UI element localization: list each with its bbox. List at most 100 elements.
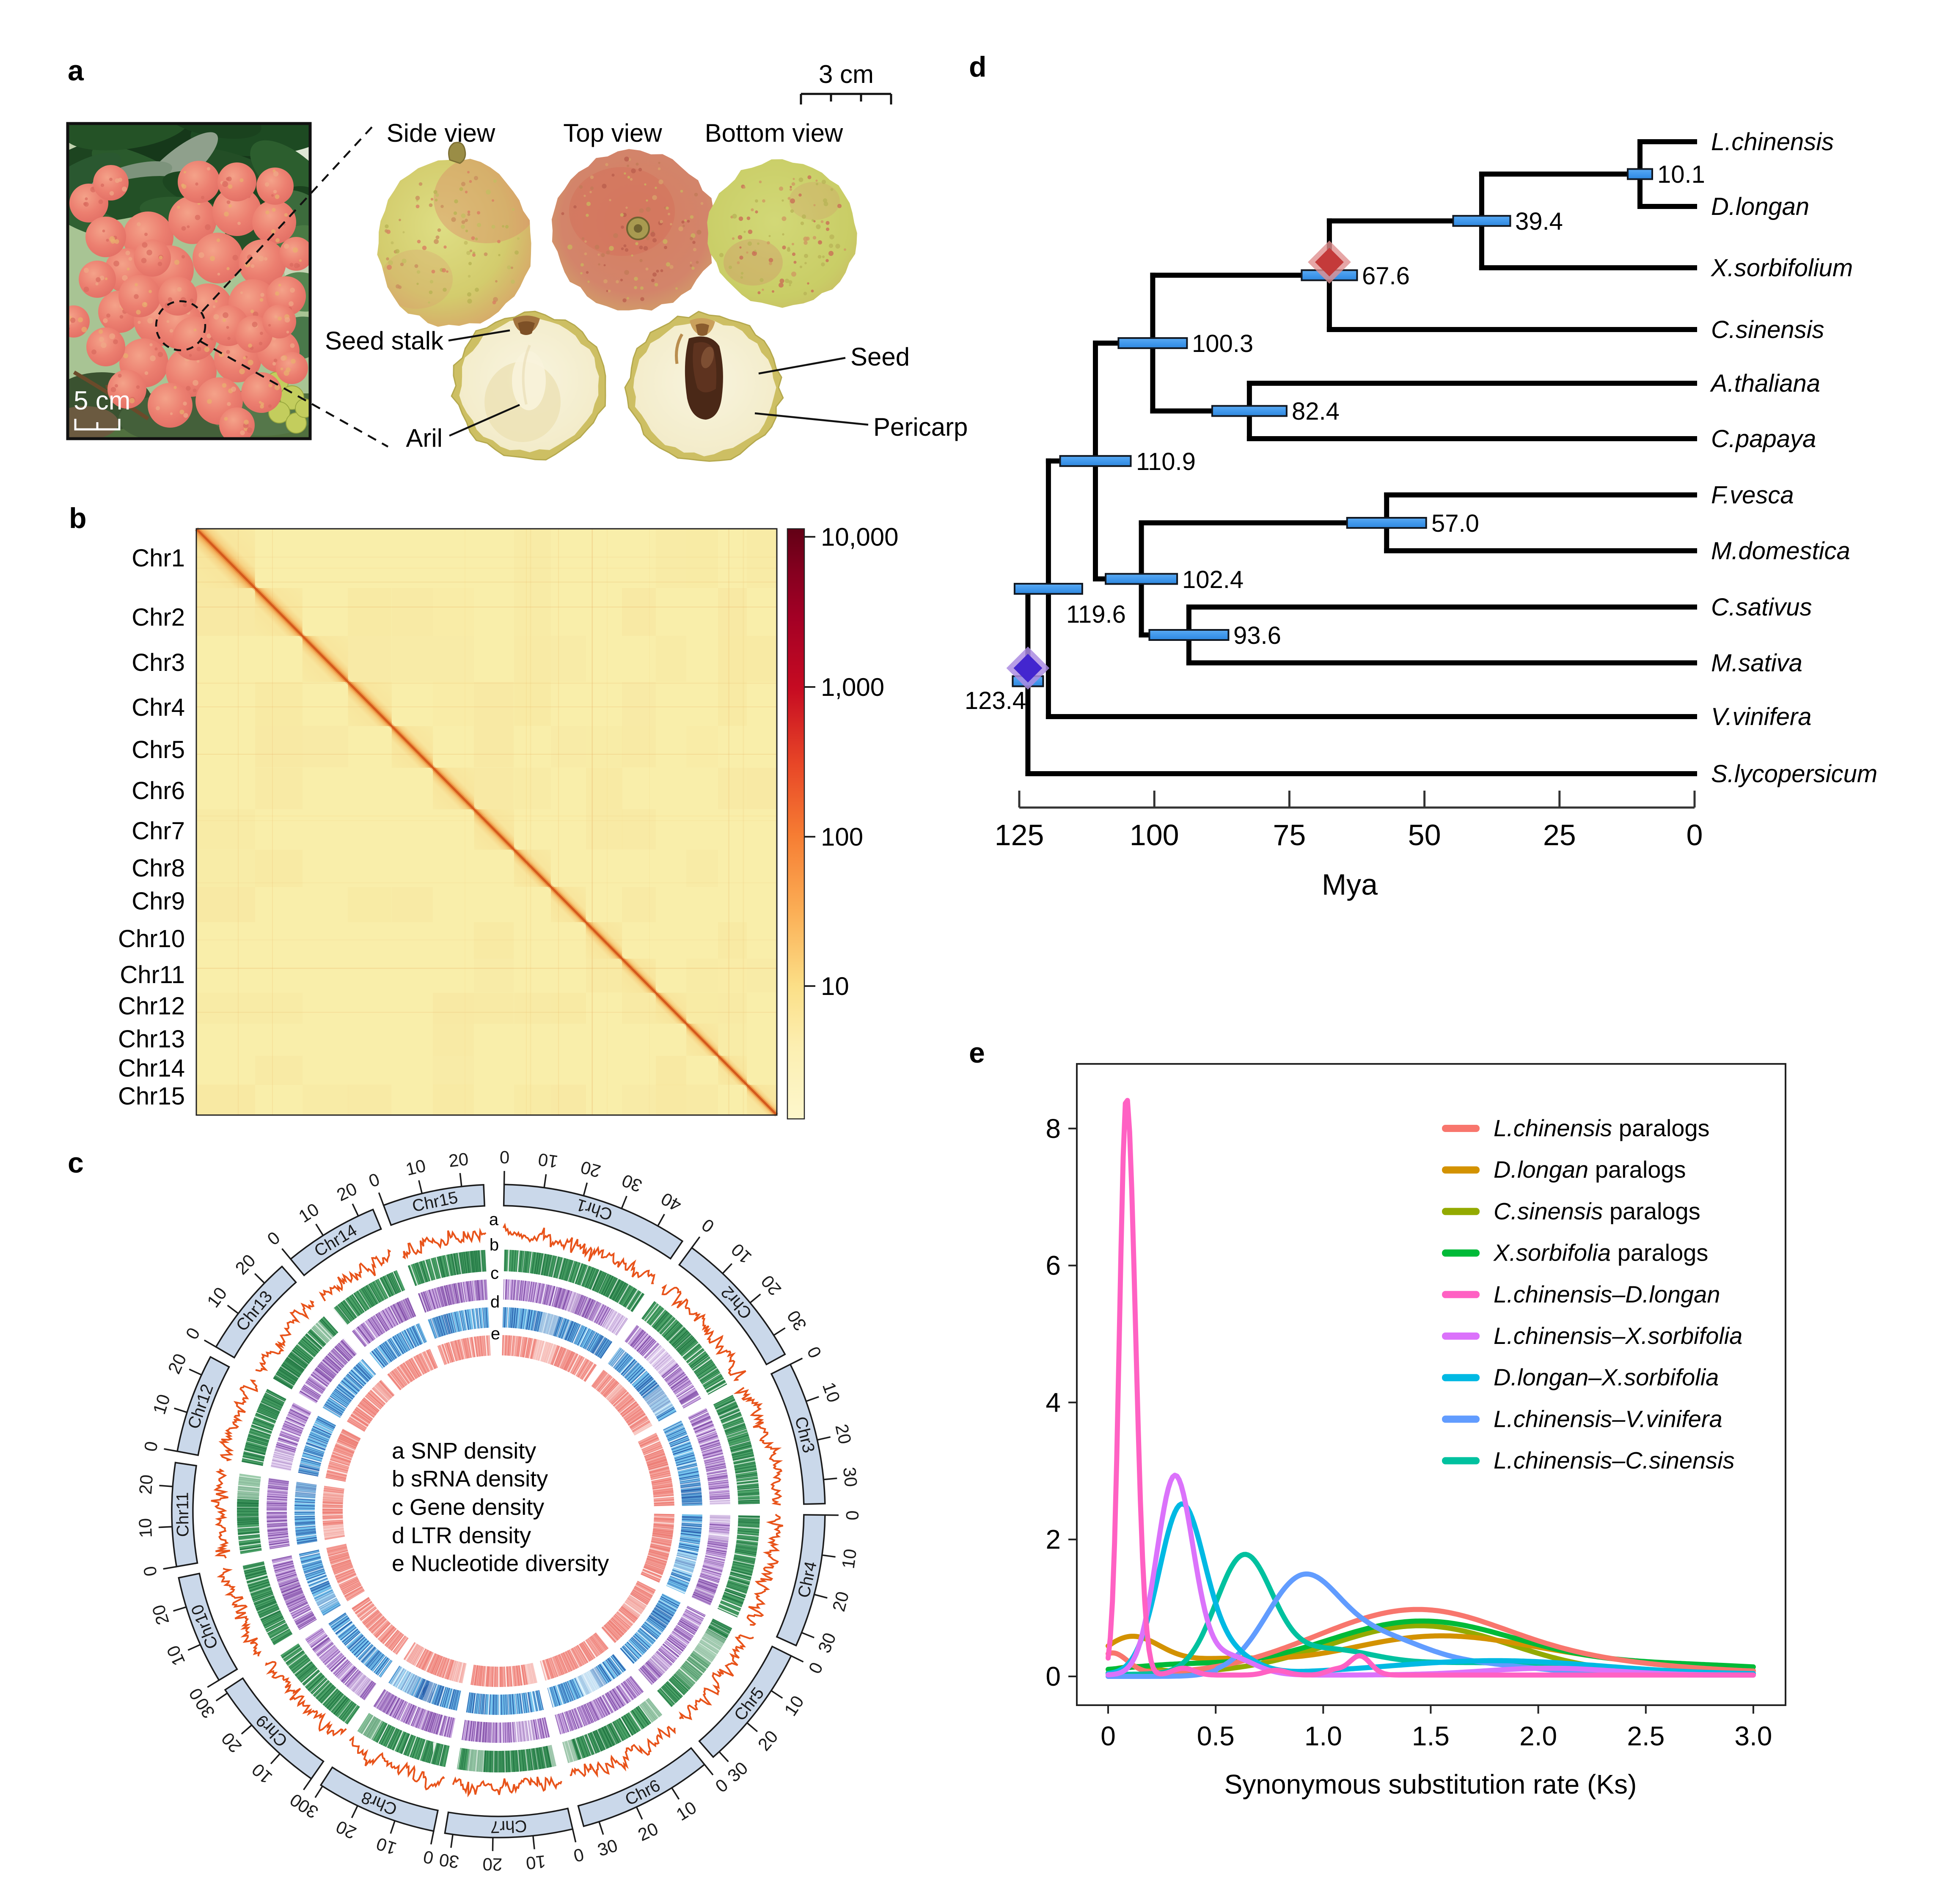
svg-text:1.5: 1.5 — [1412, 1721, 1450, 1751]
svg-text:L.chinensis–D.longan: L.chinensis–D.longan — [1494, 1281, 1720, 1308]
svg-text:Chr5: Chr5 — [132, 736, 185, 764]
svg-text:4: 4 — [1046, 1387, 1061, 1418]
svg-text:0: 0 — [1046, 1661, 1061, 1692]
svg-text:C.sativus: C.sativus — [1711, 593, 1812, 621]
svg-text:Seed: Seed — [850, 343, 910, 371]
svg-text:0: 0 — [1101, 1721, 1116, 1751]
svg-text:L.chinensis–C.sinensis: L.chinensis–C.sinensis — [1494, 1447, 1735, 1474]
svg-text:39.4: 39.4 — [1515, 208, 1563, 235]
svg-text:e: e — [969, 1037, 985, 1069]
svg-text:123.4: 123.4 — [965, 687, 1026, 714]
svg-text:Top view: Top view — [563, 119, 662, 147]
svg-text:5 cm: 5 cm — [74, 386, 130, 415]
svg-text:a: a — [68, 55, 84, 87]
svg-text:d LTR density: d LTR density — [392, 1523, 531, 1548]
svg-text:3.0: 3.0 — [1734, 1721, 1772, 1751]
svg-text:Chr11: Chr11 — [120, 961, 185, 989]
svg-text:D.longan–X.sorbifolia: D.longan–X.sorbifolia — [1494, 1364, 1719, 1390]
svg-text:67.6: 67.6 — [1362, 262, 1410, 290]
svg-text:50: 50 — [1408, 819, 1441, 852]
svg-text:110.9: 110.9 — [1136, 448, 1196, 475]
svg-text:2.5: 2.5 — [1627, 1721, 1665, 1751]
svg-text:93.6: 93.6 — [1233, 622, 1281, 649]
svg-text:10: 10 — [838, 1548, 860, 1570]
svg-text:0.5: 0.5 — [1197, 1721, 1235, 1751]
svg-text:0: 0 — [842, 1510, 862, 1520]
svg-text:X.sorbifolia paralogs: X.sorbifolia paralogs — [1493, 1239, 1708, 1266]
svg-text:Chr10: Chr10 — [118, 925, 185, 953]
svg-text:e: e — [491, 1324, 500, 1343]
svg-text:L.chinensis–V.vinifera: L.chinensis–V.vinifera — [1494, 1405, 1722, 1432]
svg-text:V.vinifera: V.vinifera — [1711, 703, 1811, 731]
svg-text:M.sativa: M.sativa — [1711, 649, 1802, 677]
svg-text:c Gene density: c Gene density — [392, 1495, 544, 1520]
svg-text:10: 10 — [525, 1852, 547, 1874]
svg-text:Chr15: Chr15 — [118, 1083, 185, 1110]
svg-text:Aril: Aril — [406, 424, 443, 452]
svg-text:D.longan: D.longan — [1711, 193, 1809, 220]
svg-text:Chr6: Chr6 — [132, 777, 185, 805]
svg-text:c: c — [68, 1147, 84, 1179]
svg-text:X.sorbifolium: X.sorbifolium — [1710, 254, 1853, 282]
svg-text:8: 8 — [1046, 1113, 1061, 1144]
svg-text:30: 30 — [839, 1466, 861, 1488]
svg-text:1.0: 1.0 — [1304, 1721, 1342, 1751]
svg-text:0: 0 — [500, 1147, 510, 1167]
svg-text:30: 30 — [438, 1850, 460, 1872]
svg-text:125: 125 — [995, 819, 1044, 852]
svg-text:a: a — [489, 1210, 499, 1229]
svg-text:Chr7: Chr7 — [132, 817, 185, 845]
svg-text:1,000: 1,000 — [821, 673, 884, 701]
svg-text:100.3: 100.3 — [1192, 330, 1253, 357]
svg-text:20: 20 — [831, 1422, 855, 1446]
svg-text:2: 2 — [1046, 1524, 1061, 1555]
svg-text:Chr8: Chr8 — [132, 854, 185, 882]
svg-text:100: 100 — [1130, 819, 1179, 852]
svg-text:b: b — [69, 502, 87, 534]
svg-text:b: b — [490, 1236, 499, 1254]
svg-text:2.0: 2.0 — [1519, 1721, 1557, 1751]
svg-text:L.chinensis paralogs: L.chinensis paralogs — [1494, 1115, 1710, 1141]
svg-text:C.papaya: C.papaya — [1711, 425, 1816, 453]
svg-text:100: 100 — [821, 823, 863, 851]
svg-text:20: 20 — [448, 1149, 470, 1171]
svg-text:L.chinensis: L.chinensis — [1711, 128, 1834, 156]
svg-text:C.sinensis: C.sinensis — [1711, 316, 1824, 343]
svg-text:L.chinensis–X.sorbifolia: L.chinensis–X.sorbifolia — [1494, 1322, 1742, 1349]
svg-text:a SNP density: a SNP density — [392, 1438, 536, 1464]
svg-text:Side view: Side view — [387, 119, 495, 147]
svg-text:75: 75 — [1273, 819, 1306, 852]
svg-text:Chr9: Chr9 — [132, 887, 185, 915]
svg-text:Pericarp: Pericarp — [873, 413, 968, 441]
svg-text:10: 10 — [404, 1155, 427, 1179]
svg-text:Seed stalk: Seed stalk — [325, 327, 444, 355]
svg-text:Mya: Mya — [1322, 868, 1378, 901]
svg-text:F.vesca: F.vesca — [1711, 481, 1794, 509]
svg-text:d: d — [969, 51, 987, 83]
svg-text:10.1: 10.1 — [1657, 161, 1705, 188]
svg-text:10: 10 — [135, 1518, 156, 1539]
svg-text:S.lycopersicum: S.lycopersicum — [1711, 760, 1877, 788]
svg-text:Synonymous substitution rate (: Synonymous substitution rate (Ks) — [1224, 1769, 1637, 1800]
svg-text:A.thaliana: A.thaliana — [1710, 370, 1820, 397]
svg-text:b sRNA density: b sRNA density — [392, 1466, 548, 1492]
svg-text:Chr11: Chr11 — [173, 1492, 192, 1537]
svg-text:0: 0 — [1687, 819, 1703, 852]
svg-text:10: 10 — [537, 1149, 559, 1172]
svg-text:Chr2: Chr2 — [132, 604, 185, 631]
svg-text:Chr12: Chr12 — [118, 992, 185, 1020]
svg-text:20: 20 — [828, 1589, 853, 1613]
svg-text:20: 20 — [135, 1474, 157, 1495]
svg-text:Chr1: Chr1 — [132, 544, 185, 572]
svg-text:Chr3: Chr3 — [132, 649, 185, 676]
svg-text:10,000: 10,000 — [821, 523, 899, 551]
svg-text:e Nucleotide diversity: e Nucleotide diversity — [392, 1551, 609, 1576]
svg-text:c: c — [490, 1264, 499, 1283]
svg-text:102.4: 102.4 — [1182, 566, 1244, 593]
svg-text:M.domestica: M.domestica — [1711, 537, 1850, 565]
svg-text:Chr13: Chr13 — [118, 1025, 185, 1053]
svg-text:25: 25 — [1543, 819, 1576, 852]
svg-text:82.4: 82.4 — [1292, 398, 1340, 425]
svg-text:d: d — [490, 1293, 500, 1311]
svg-text:57.0: 57.0 — [1431, 510, 1479, 537]
